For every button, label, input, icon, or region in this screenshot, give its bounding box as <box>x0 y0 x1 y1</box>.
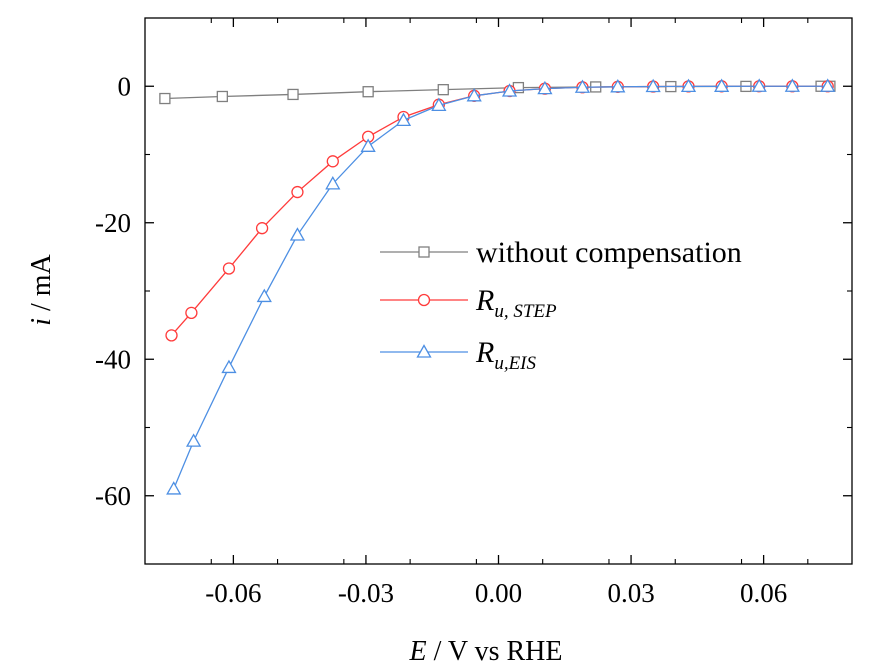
legend-label-sub: u, STEP <box>494 301 557 322</box>
legend-entry-circle: Ru, STEP <box>380 284 557 322</box>
data-point-triangle <box>256 288 272 303</box>
x-axis-title: E / V vs RHE <box>409 636 563 667</box>
series-line-circle <box>171 85 828 336</box>
plot-border <box>144 17 853 565</box>
data-point-triangle <box>221 359 237 374</box>
legend-label: Ru, STEP <box>475 284 557 322</box>
series-triangle <box>166 78 836 495</box>
data-point-square <box>216 90 228 103</box>
legend-entry-square: without compensation <box>380 236 742 269</box>
data-point-triangle <box>289 227 306 241</box>
data-point-triangle <box>431 97 447 112</box>
x-tick-label: 0.06 <box>740 578 787 608</box>
data-point-triangle <box>185 433 202 447</box>
plot-frame <box>144 17 853 565</box>
data-point-triangle <box>645 78 661 93</box>
data-point-triangle <box>574 79 591 93</box>
data-point-triangle <box>395 112 412 127</box>
data-point-circle <box>222 262 236 275</box>
y-tick-label: -20 <box>95 208 131 238</box>
data-point-square <box>159 92 171 105</box>
data-point-triangle <box>610 78 626 93</box>
y-axis: -60 -40 -20 0 <box>95 71 852 511</box>
legend-marker-circle <box>417 293 431 307</box>
y-axis-title: i / mA <box>26 253 57 325</box>
legend-label-main: R <box>475 336 494 369</box>
x-axis-var: E <box>409 636 427 667</box>
legend-label-main: R <box>475 284 494 317</box>
data-point-circle <box>255 222 269 235</box>
series-line-triangle <box>173 85 828 490</box>
legend-marker-square <box>418 246 430 258</box>
legend-label: without compensation <box>476 236 742 269</box>
y-tick-label: -60 <box>95 481 131 511</box>
x-tick-label: 0.03 <box>607 578 654 608</box>
data-point-triangle <box>537 80 553 95</box>
y-axis-var: i <box>26 318 57 326</box>
data-point-triangle <box>325 176 341 190</box>
data-point-triangle <box>466 87 482 102</box>
data-point-circle <box>291 185 304 199</box>
data-point-triangle <box>166 481 182 495</box>
series-layer <box>159 78 836 495</box>
data-point-triangle <box>751 78 767 92</box>
data-point-triangle <box>680 78 697 93</box>
data-point-square <box>437 84 449 96</box>
data-point-triangle <box>501 83 518 97</box>
legend-entry-triangle: Ru,EIS <box>380 336 537 374</box>
legend-label-sub: u,EIS <box>494 353 536 374</box>
data-point-triangle <box>784 78 800 92</box>
x-tick-label: -0.06 <box>205 578 261 608</box>
data-point-square <box>362 86 374 98</box>
legend-marker-triangle <box>416 344 432 358</box>
data-point-triangle <box>714 78 730 92</box>
data-point-triangle <box>820 78 836 92</box>
y-tick-label: -40 <box>95 344 131 374</box>
data-point-circle <box>165 329 178 342</box>
x-axis-unit: / V vs RHE <box>427 636 563 667</box>
x-tick-label: 0.00 <box>475 578 522 608</box>
x-axis: -0.06 -0.03 0.00 0.03 0.06 <box>205 18 809 608</box>
data-point-circle <box>326 155 339 168</box>
data-point-triangle <box>360 138 376 152</box>
data-point-circle <box>185 306 198 319</box>
legend-label: Ru,EIS <box>475 336 537 374</box>
y-tick-label: 0 <box>118 71 132 101</box>
data-point-square <box>287 88 299 101</box>
x-tick-label: -0.03 <box>338 578 394 608</box>
y-axis-unit: / mA <box>26 253 57 318</box>
